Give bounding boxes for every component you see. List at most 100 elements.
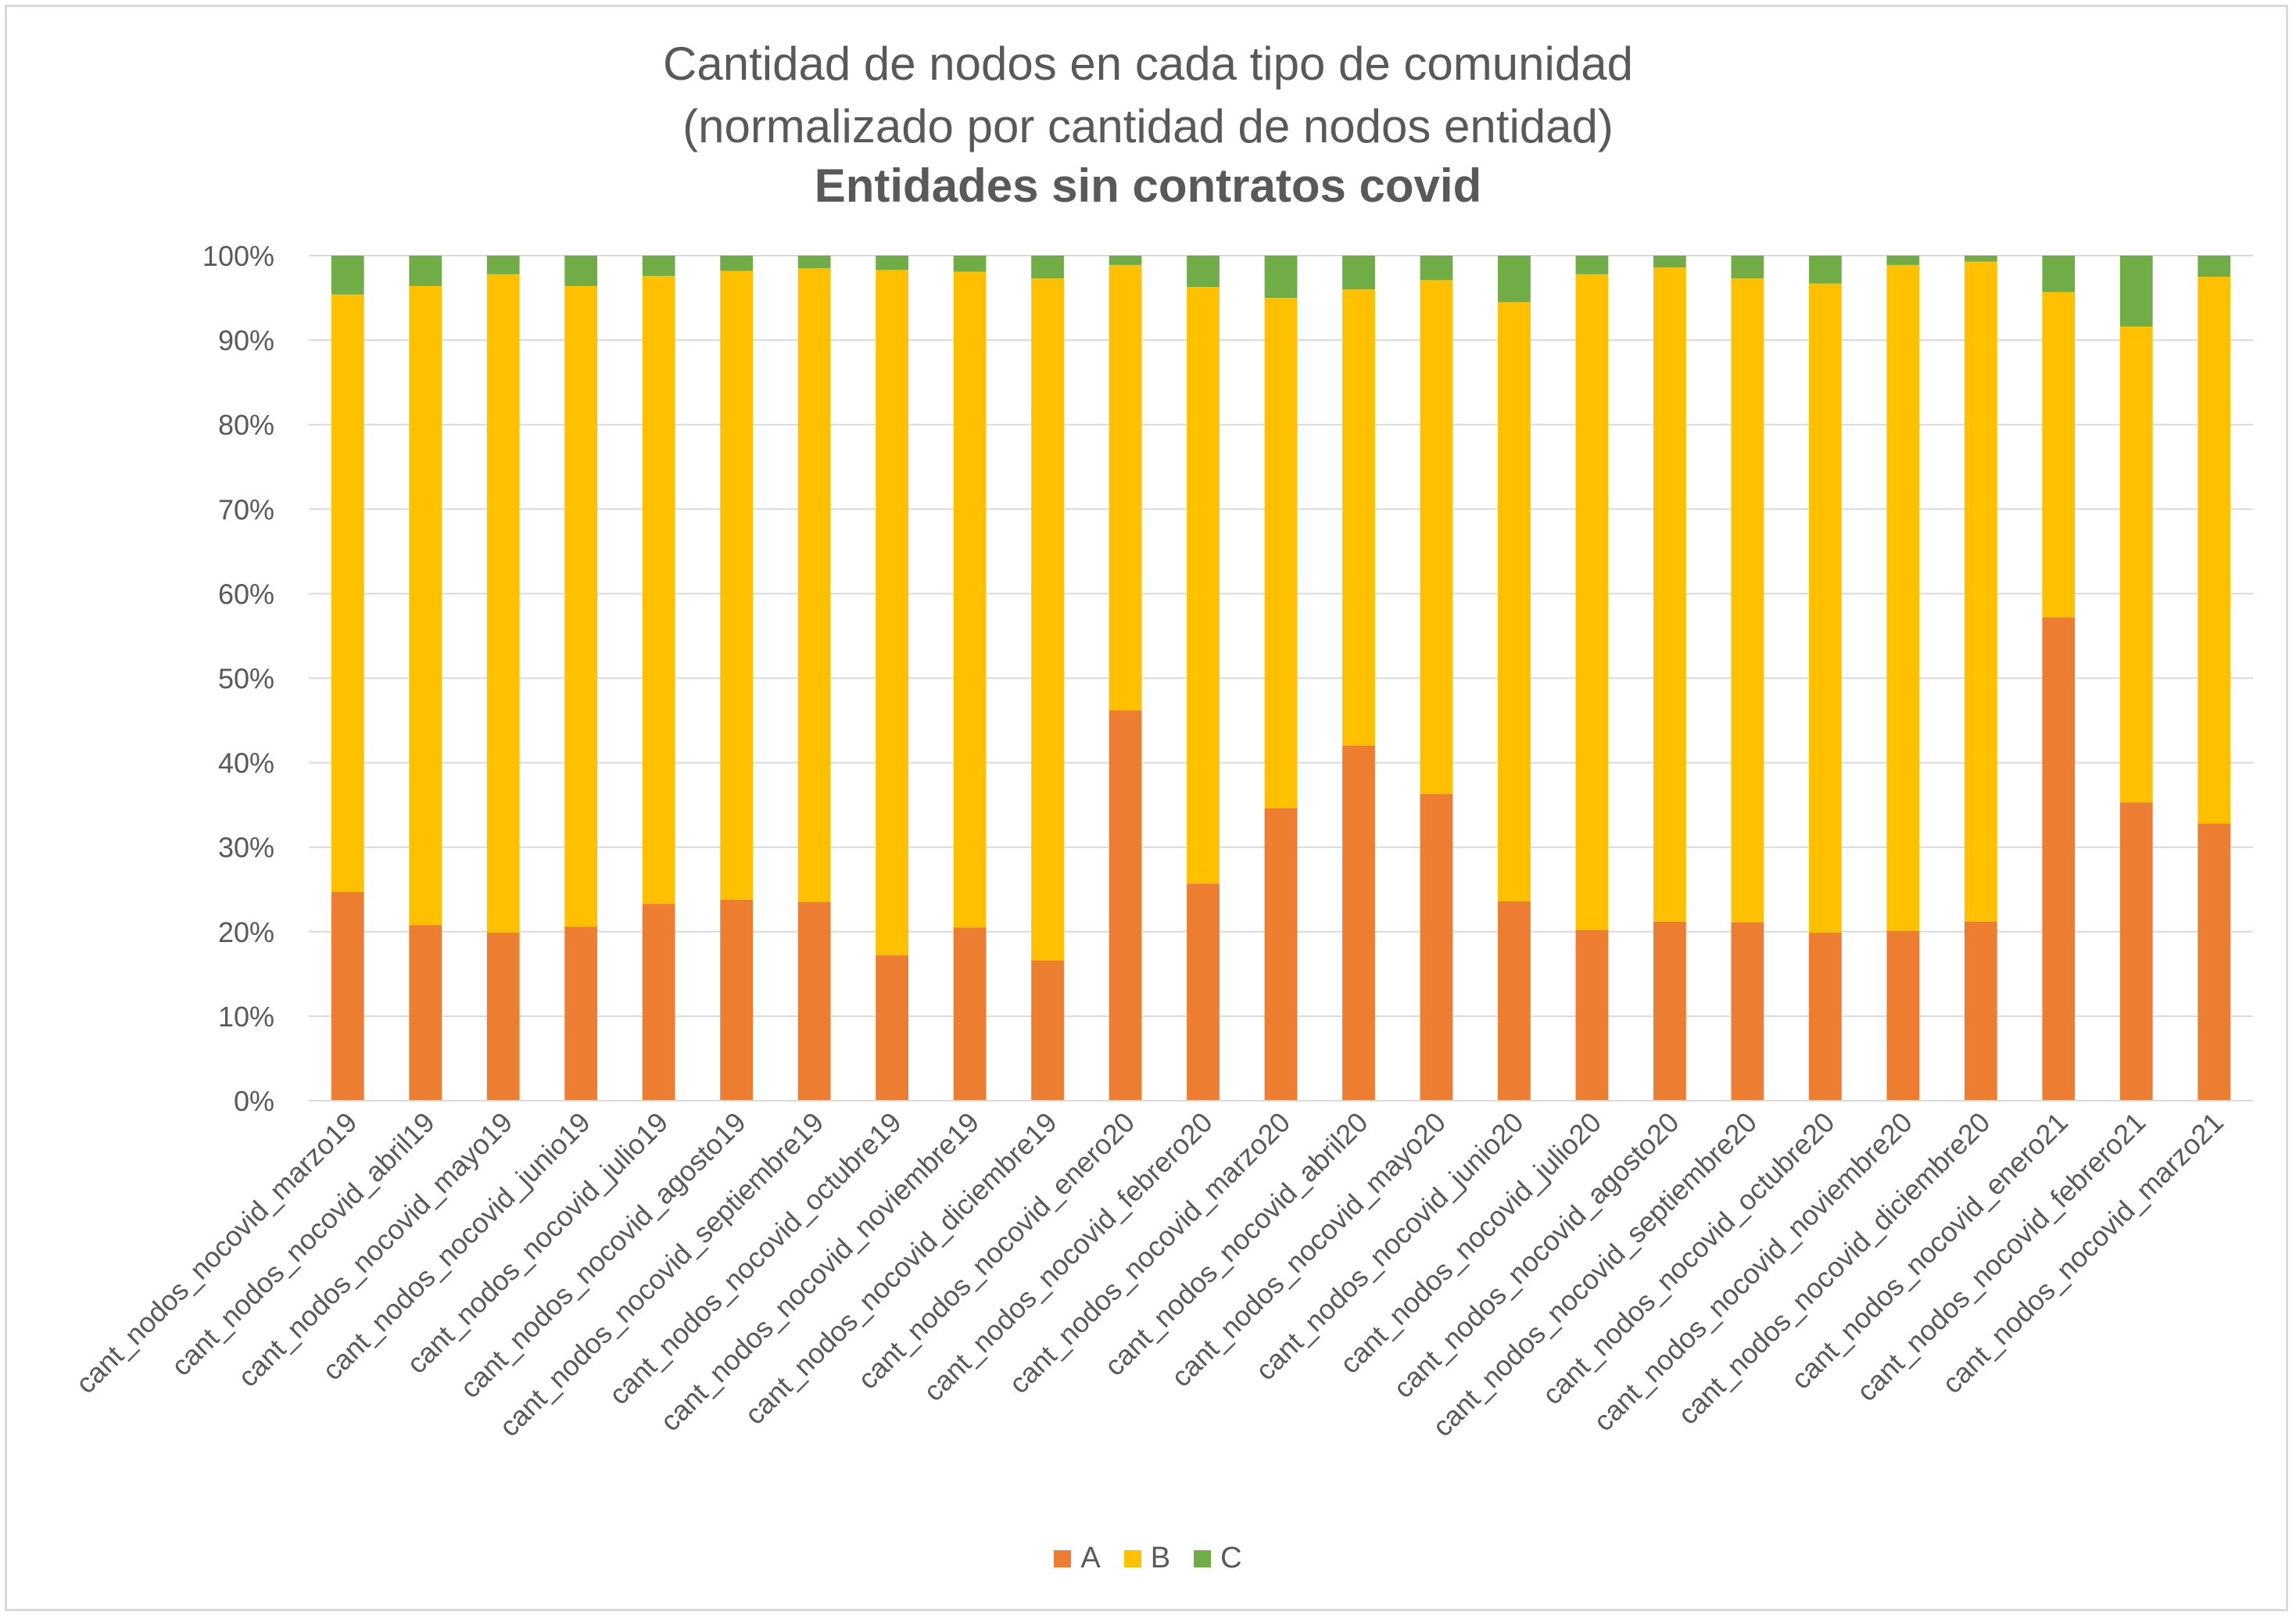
bar-segment-a <box>2197 823 2231 1101</box>
bar-segment-c <box>1808 256 1842 284</box>
bar-segment-b <box>1808 283 1842 933</box>
y-tick-label: 0% <box>234 1085 274 1117</box>
bar-segment-b <box>2042 292 2076 618</box>
y-tick-label: 10% <box>218 1001 274 1033</box>
bar-segment-a <box>1886 930 1920 1101</box>
x-axis: cant_nodos_nocovid_marzo19 cant_nodos_noc… <box>70 1100 2253 1443</box>
bar-segment-c <box>564 256 598 286</box>
y-tick-label: 70% <box>218 493 274 525</box>
x-tick-label: cant_nodos_nocovid_marzo20 <box>1002 1106 1296 1400</box>
bar-segment-c <box>720 256 754 271</box>
bar-segment-c <box>2119 256 2153 327</box>
bar-segment-b <box>642 275 675 904</box>
bar-segment-b <box>720 270 754 900</box>
bar-segment-a <box>1653 921 1686 1101</box>
bar-segment-c <box>876 256 908 270</box>
bar-segment-a <box>1342 745 1375 1101</box>
bar-segment-c <box>642 256 675 276</box>
bar-segment-c <box>1886 256 1920 265</box>
y-tick-label: 50% <box>218 663 274 695</box>
bar-segment-c <box>1731 256 1764 279</box>
bar-segment-c <box>1342 256 1375 290</box>
bar-segment-a <box>642 904 675 1101</box>
legend-item-b: B <box>1123 1542 1171 1575</box>
bar-segment-a <box>331 891 364 1101</box>
bar-segment-c <box>2042 256 2076 292</box>
bar-segment-b <box>2119 326 2153 803</box>
bar-segment-c <box>1264 256 1298 299</box>
bar-segment-a <box>1808 932 1842 1101</box>
bar-segment-b <box>876 270 908 956</box>
bar-segment-a <box>409 925 442 1101</box>
bar-segment-c <box>1653 256 1686 268</box>
bar-segment-a <box>953 927 987 1101</box>
bar-segment-b <box>1575 274 1609 930</box>
bar-segment-c <box>1575 256 1609 274</box>
bar-segment-b <box>331 294 364 892</box>
bars <box>331 256 2231 1101</box>
bar-segment-b <box>1264 298 1298 808</box>
bar-segment-b <box>1886 264 1920 931</box>
legend-item-c: C <box>1194 1542 1242 1575</box>
bar-segment-b <box>1964 261 1997 922</box>
bar-segment-b <box>953 271 987 928</box>
bar-segment-b <box>1420 280 1453 794</box>
legend-label: C <box>1220 1542 1242 1574</box>
bar-segment-b <box>486 274 520 933</box>
x-tick-label: cant_nodos_nocovid_marzo19 <box>70 1106 364 1400</box>
legend-label: A <box>1080 1542 1101 1574</box>
bar-segment-a <box>1264 808 1298 1101</box>
y-tick-label: 60% <box>218 578 274 610</box>
legend: A B C <box>0 1542 2296 1575</box>
bar-segment-b <box>1731 278 1764 922</box>
y-axis: 0% 10% 20% 30% 40% 50% 60% 70% 80% 90% 100% <box>202 240 274 1117</box>
y-tick-label: 80% <box>218 409 274 441</box>
bar-segment-a <box>1031 960 1064 1101</box>
legend-swatch <box>1054 1549 1072 1567</box>
legend-label: B <box>1150 1542 1171 1574</box>
bar-segment-c <box>953 256 987 272</box>
bar-segment-a <box>1575 929 1609 1101</box>
bar-segment-b <box>1187 286 1220 884</box>
y-tick-label: 40% <box>218 747 274 779</box>
bar-segment-a <box>1187 883 1220 1101</box>
bar-segment-b <box>1498 302 1531 901</box>
bar-segment-c <box>486 256 520 274</box>
bar-segment-b <box>2197 277 2231 824</box>
bar-segment-b <box>797 268 831 902</box>
x-tick-label: cant_nodos_nocovid_marzo21 <box>1936 1106 2230 1400</box>
y-tick-label: 20% <box>218 916 274 948</box>
bar-segment-c <box>1187 256 1220 287</box>
bar-segment-b <box>1342 289 1375 746</box>
bar-segment-c <box>1420 256 1453 281</box>
x-tick-label: cant_nodos_nocovid_agosto20 <box>1387 1106 1685 1404</box>
chart-subtitle: Entidades sin contratos covid <box>814 159 1482 212</box>
chart-title-line-1: Cantidad de nodos en cada tipo de comuni… <box>663 38 1633 90</box>
bar-segment-a <box>876 955 908 1101</box>
bar-segment-c <box>1498 256 1531 303</box>
bar-segment-c <box>1109 256 1142 265</box>
bar-segment-b <box>564 285 598 927</box>
bar-segment-c <box>797 256 831 269</box>
legend-item-a: A <box>1054 1542 1101 1575</box>
bar-segment-a <box>1498 901 1531 1101</box>
bar-segment-c <box>1031 256 1064 279</box>
y-tick-label: 90% <box>218 324 274 356</box>
y-tick-label: 30% <box>218 832 274 864</box>
bar-segment-b <box>1653 267 1686 922</box>
bar-segment-a <box>486 932 520 1101</box>
bar-segment-c <box>1964 256 1997 262</box>
bar-segment-a <box>564 926 598 1101</box>
bar-segment-a <box>2119 802 2153 1101</box>
bar-segment-a <box>720 899 754 1101</box>
bar-segment-c <box>409 256 442 286</box>
bar-segment-b <box>409 285 442 926</box>
bar-segment-b <box>1031 278 1064 961</box>
chart-title-line-2: (normalizado por cantidad de nodos entid… <box>682 100 1614 152</box>
x-tick-label: cant_nodos_nocovid_agosto19 <box>453 1106 751 1404</box>
legend-swatch <box>1123 1549 1141 1567</box>
bar-segment-a <box>2042 617 2076 1101</box>
y-tick-label: 100% <box>202 240 274 272</box>
bar-segment-b <box>1109 264 1142 711</box>
